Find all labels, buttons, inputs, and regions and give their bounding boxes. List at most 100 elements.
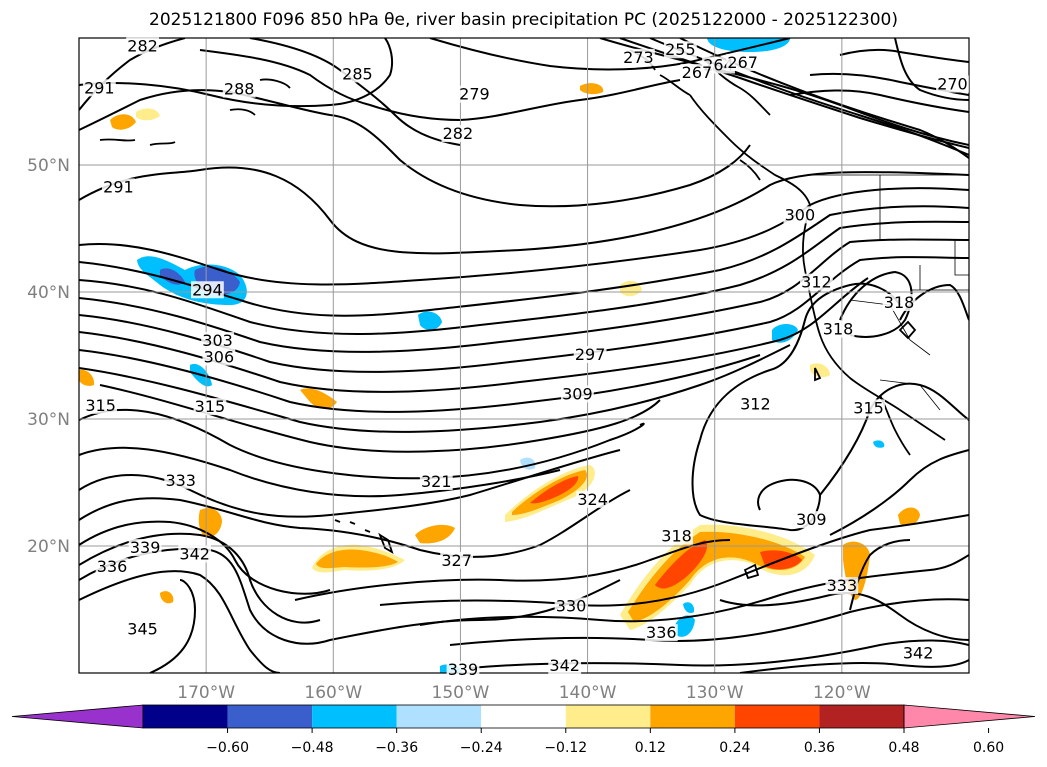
negative-anomaly [160,268,185,285]
contour-line [839,48,969,63]
positive-anomaly [628,531,805,622]
contour-label: 294 [191,280,224,299]
contour-line [719,591,969,641]
contour-label-text: 330 [556,597,587,616]
contour-label-text: 303 [202,331,233,350]
contour-label-background [783,206,817,224]
contour-label: 300 [783,205,817,224]
coastline [814,367,822,382]
contour-line [79,349,761,413]
contour-label-text: 267 [682,63,713,82]
colorbar-tick-label: 0.36 [804,740,835,756]
contour-label-background [800,273,833,291]
contour-label-text: 309 [562,384,593,403]
contour-line [819,382,969,496]
colorbar-tick-label: −0.60 [206,740,249,756]
contour-label-background [102,178,135,196]
contour-label: 318 [821,320,855,339]
contour-label-background [419,473,453,491]
contour-line [199,49,681,122]
contour-label-text: 342 [903,643,934,662]
contour-label-background [660,527,693,545]
contour-label: 297 [573,345,607,364]
contour-line [79,238,969,353]
contour-label-background [852,399,885,417]
contour-label-text: 339 [130,538,161,557]
contour-label-text: 285 [342,64,373,83]
contour-line [79,205,969,317]
positive-anomaly [580,83,604,95]
colorbar-segment [650,705,735,728]
border-line [810,174,969,411]
contour-label: 312 [800,273,833,292]
theta-e-contours [79,38,969,673]
contour-label: 330 [554,597,588,616]
contour-label-background [126,37,159,55]
contour-label-text: 333 [165,471,196,490]
contour-line [79,446,561,498]
contour-label: 303 [201,331,234,350]
contour-label-text: 333 [827,576,858,595]
colorbar-segment [819,705,904,728]
contour-label: 324 [576,490,610,509]
positive-anomaly [110,114,136,130]
contour-label-background [901,644,935,662]
contour-line [79,344,791,433]
contour-label: 342 [901,643,935,662]
contour-label: 333 [164,471,198,490]
contour-label: 273 [622,48,655,67]
contour-line [79,89,751,208]
contour-label-text: 282 [443,124,474,143]
contour-label-background [202,348,236,366]
positive-anomaly [300,388,337,409]
contour-label-text: 306 [204,348,235,367]
positive-anomaly [136,108,160,121]
contour-label: 288 [222,80,256,99]
positive-anomaly [810,363,830,378]
contour-label-background [794,511,828,529]
y-tick-label: 20°N [27,537,70,557]
colorbar-tick-label: 0.60 [973,740,1004,756]
positive-anomaly [530,476,579,504]
contour-label: 267 [726,53,760,72]
contour-line [294,539,731,601]
contour-label-text: 324 [577,490,608,509]
contour-label-background [84,396,118,414]
contour-label: 291 [102,177,135,196]
contour-label-background [680,64,714,82]
contour-label: 339 [128,538,162,557]
y-tick-label: 30°N [27,410,70,430]
negative-anomaly [873,440,885,448]
contour-label-background [128,539,162,557]
contour-label: 315 [193,397,227,416]
contour-label: 318 [882,293,916,312]
colorbar-segment [312,705,397,728]
x-tick-label: 130°W [686,683,744,703]
contour-label-text: 342 [179,544,210,563]
positive-anomaly [79,369,95,386]
coastline [898,320,917,340]
contour-label: 312 [739,395,772,414]
colorbar-tick-label: −0.48 [291,740,334,756]
contour-label-background [576,490,610,508]
colorbar-tick-label: 0.12 [635,740,666,756]
negative-anomaly [418,311,442,330]
contour-label: 309 [561,384,594,403]
colorbar-segment [396,705,482,728]
political-borders [810,174,969,411]
contour-line [79,256,969,373]
contour-label-text: 312 [801,273,832,292]
contour-label-text: 300 [785,205,816,224]
plot-frame [78,37,970,674]
contour-label-background [561,385,594,403]
contour-line [699,282,901,441]
coastline [378,532,394,554]
contour-line [829,449,969,536]
contour-label-text: 291 [84,78,115,97]
contour-label-text: 336 [646,623,677,642]
contour-line [79,449,621,518]
contour-label: 267 [680,63,714,82]
contour-line [429,38,791,71]
contour-label-text: 309 [796,510,827,529]
contour-label-background [193,398,227,416]
